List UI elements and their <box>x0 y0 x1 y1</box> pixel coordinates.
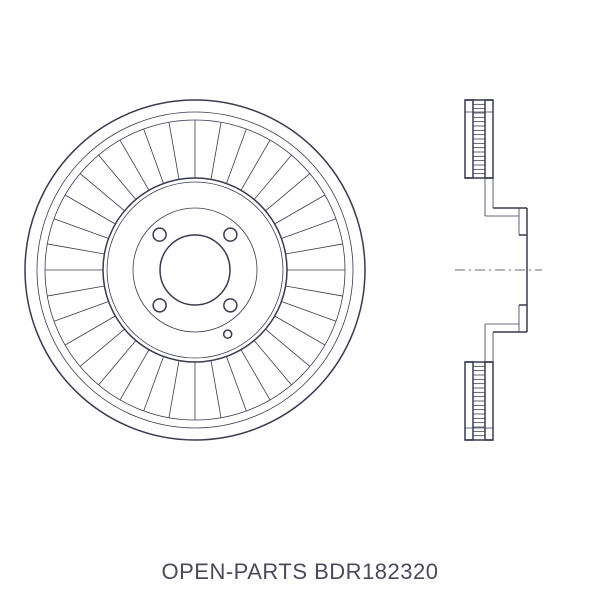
caption-line: OPEN-PARTS BDR182320 <box>0 559 600 585</box>
technical-drawing <box>0 0 600 560</box>
brand-label: OPEN-PARTS <box>162 559 308 584</box>
diagram-container: OPEN-PARTS BDR182320 <box>0 0 600 600</box>
part-number: BDR182320 <box>314 559 438 584</box>
